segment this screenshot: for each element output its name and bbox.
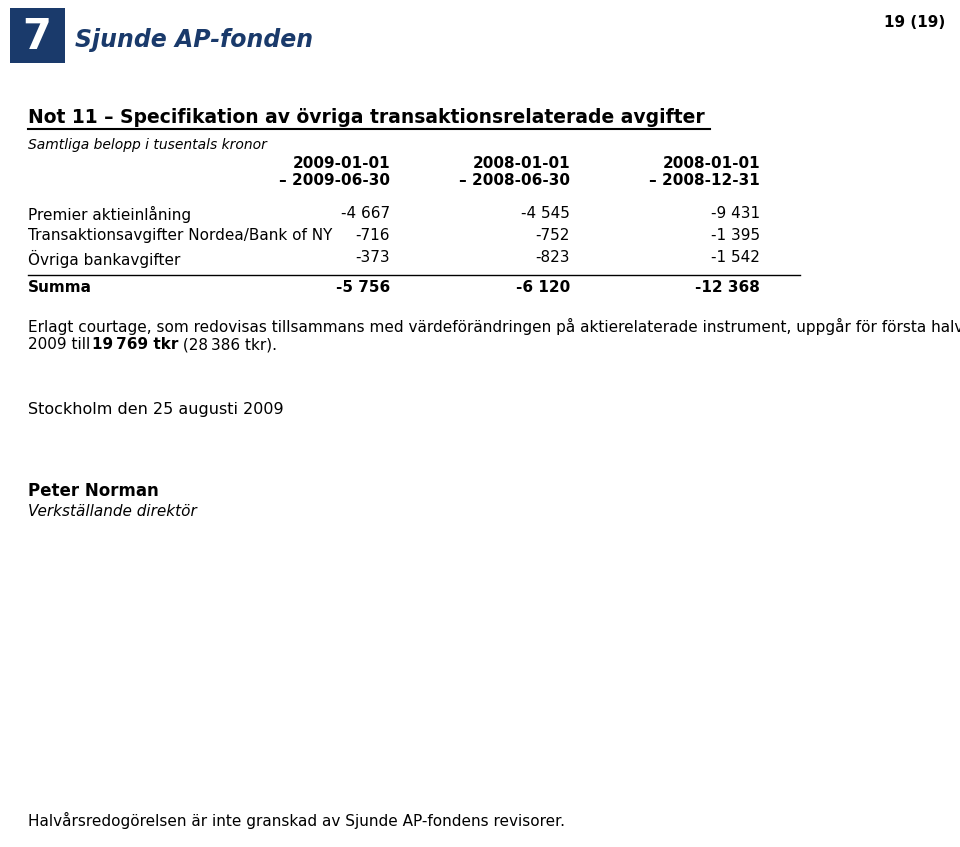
Text: -823: -823 <box>536 250 570 265</box>
Text: 19 769 tkr: 19 769 tkr <box>91 337 178 352</box>
Text: 19 (19): 19 (19) <box>884 15 945 30</box>
Text: – 2008-12-31: – 2008-12-31 <box>649 173 760 188</box>
Text: Peter Norman: Peter Norman <box>28 482 158 500</box>
Text: – 2008-06-30: – 2008-06-30 <box>459 173 570 188</box>
Text: Övriga bankavgifter: Övriga bankavgifter <box>28 250 180 268</box>
Text: -716: -716 <box>355 228 390 243</box>
Text: -1 395: -1 395 <box>710 228 760 243</box>
Text: -5 756: -5 756 <box>336 280 390 295</box>
Bar <box>10 8 65 63</box>
Text: -6 120: -6 120 <box>516 280 570 295</box>
Text: -4 545: -4 545 <box>521 206 570 221</box>
Text: 2008-01-01: 2008-01-01 <box>472 156 570 171</box>
Text: Not 11 – Specifikation av övriga transaktionsrelaterade avgifter: Not 11 – Specifikation av övriga transak… <box>28 108 705 127</box>
Text: Sjunde AP-fonden: Sjunde AP-fonden <box>75 28 313 52</box>
Text: Stockholm den 25 augusti 2009: Stockholm den 25 augusti 2009 <box>28 402 283 417</box>
Text: 2009 till: 2009 till <box>28 337 95 352</box>
Text: -9 431: -9 431 <box>710 206 760 221</box>
Text: -4 667: -4 667 <box>341 206 390 221</box>
Text: Verkställande direktör: Verkställande direktör <box>28 504 197 519</box>
Text: -12 368: -12 368 <box>695 280 760 295</box>
Text: -1 542: -1 542 <box>711 250 760 265</box>
Text: (28 386 tkr).: (28 386 tkr). <box>178 337 276 352</box>
Text: Halvårsredogörelsen är inte granskad av Sjunde AP-fondens revisorer.: Halvårsredogörelsen är inte granskad av … <box>28 812 565 829</box>
Text: Samtliga belopp i tusentals kronor: Samtliga belopp i tusentals kronor <box>28 138 267 152</box>
Text: – 2009-06-30: – 2009-06-30 <box>279 173 390 188</box>
Text: -752: -752 <box>536 228 570 243</box>
Text: 7: 7 <box>22 16 52 58</box>
Text: Summa: Summa <box>28 280 92 295</box>
Text: Erlagt courtage, som redovisas tillsammans med värdeförändringen på aktierelater: Erlagt courtage, som redovisas tillsamma… <box>28 318 960 335</box>
Text: Premier aktieinlåning: Premier aktieinlåning <box>28 206 191 223</box>
Text: Transaktionsavgifter Nordea/Bank of NY: Transaktionsavgifter Nordea/Bank of NY <box>28 228 332 243</box>
Text: -373: -373 <box>355 250 390 265</box>
Text: 2009-01-01: 2009-01-01 <box>293 156 390 171</box>
Text: 2008-01-01: 2008-01-01 <box>662 156 760 171</box>
